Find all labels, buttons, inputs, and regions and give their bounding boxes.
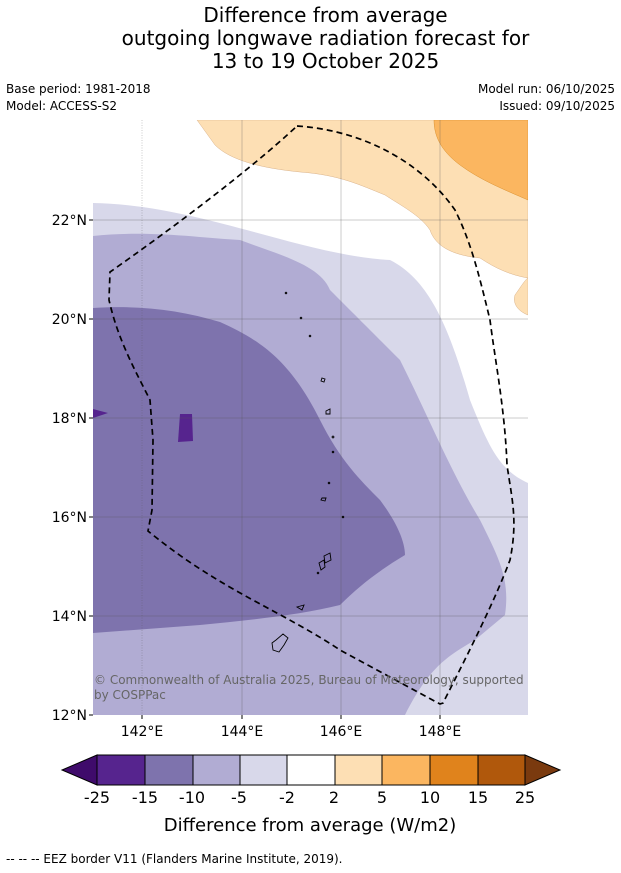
island-guam [271, 633, 289, 653]
lat-label: 14°N [52, 609, 87, 625]
lon-label: 144°E [221, 724, 264, 740]
colorbar-extend-low [60, 754, 98, 786]
colorbar-tick: 15 [468, 788, 488, 807]
title-line-1: Difference from average [203, 3, 448, 27]
colorbar-segment [429, 754, 479, 786]
colorbar-tick: 10 [420, 788, 440, 807]
anomaly-field [93, 120, 528, 715]
island-uracas [320, 377, 326, 383]
island-dot-7 [284, 291, 288, 295]
colorbar-tick: -25 [84, 788, 110, 807]
colorbar-segment [286, 754, 336, 786]
lon-label: 148°E [419, 724, 462, 740]
patch-minus15-b [93, 409, 108, 418]
chart-title: Difference from average outgoing longwav… [0, 4, 621, 73]
meta-right: Model run: 06/10/2025 Issued: 09/10/2025 [478, 81, 615, 115]
copyright-line-2: by COSPPac [94, 688, 166, 702]
colorbar-segment [381, 754, 431, 786]
colorbar-label: Difference from average (W/m2) [164, 815, 456, 836]
eez-border [108, 125, 515, 705]
colorbar-segment [192, 754, 241, 786]
colorbar-tick: 2 [329, 788, 339, 807]
colorbar-tick: -2 [279, 788, 295, 807]
lat-label: 20°N [52, 312, 87, 328]
lat-labels: 22°N 20°N 18°N 16°N 14°N 12°N [52, 213, 87, 724]
colorbar-segment [477, 754, 526, 786]
lat-label: 22°N [52, 213, 87, 229]
patch-minus15-a [178, 414, 193, 442]
copyright-line-1: © Commonwealth of Australia 2025, Bureau… [94, 673, 524, 687]
island-dot-2 [331, 450, 335, 454]
lat-label: 16°N [52, 510, 87, 526]
colorbar-tick: -5 [231, 788, 247, 807]
lon-labels: 142°E 144°E 146°E 148°E [121, 724, 462, 740]
issued-date: Issued: 09/10/2025 [499, 99, 615, 113]
band-plus2-to-plus5 [196, 120, 528, 316]
islands [271, 291, 345, 653]
band-plus5-to-plus10 [433, 120, 528, 201]
island-dot-5 [308, 334, 312, 338]
lon-label: 146°E [320, 724, 363, 740]
colorbar-segment [334, 754, 383, 786]
island-saipan [323, 552, 332, 564]
band-minus10-to-minus15 [93, 307, 405, 633]
island-dot-3 [327, 481, 331, 485]
colorbar-tick: -10 [179, 788, 205, 807]
island-tinian [318, 559, 326, 571]
lat-label: 18°N [52, 411, 87, 427]
title-line-2: outgoing longwave radiation forecast for [121, 26, 530, 50]
colorbar-segment [96, 754, 146, 786]
colorbar-tick: -15 [132, 788, 158, 807]
meta-left: Base period: 1981-2018 Model: ACCESS-S2 [6, 81, 151, 115]
island-agrihan [325, 408, 331, 415]
island-dot-4 [341, 515, 345, 519]
eez-legend: -- -- -- EEZ border V11 (Flanders Marine… [6, 852, 343, 866]
colorbar-extend-high [524, 754, 562, 786]
island-dot-8 [316, 571, 320, 575]
model-run: Model run: 06/10/2025 [477, 82, 615, 96]
gridlines [93, 120, 528, 715]
island-dot-1 [331, 435, 335, 439]
colorbar-segment [144, 754, 194, 786]
model-name: Model: ACCESS-S2 [6, 99, 118, 113]
colorbar [60, 754, 562, 786]
lat-label: 12°N [52, 708, 87, 724]
base-period: Base period: 1981-2018 [6, 82, 151, 96]
island-dot-6 [299, 316, 303, 320]
colorbar-tick: 5 [377, 788, 387, 807]
colorbar-tick: 25 [515, 788, 535, 807]
title-line-3: 13 to 19 October 2025 [211, 49, 440, 73]
colorbar-segment [239, 754, 288, 786]
axis-ticks [89, 219, 441, 719]
lon-label: 142°E [121, 724, 164, 740]
colorbar-ticks: -25 -15 -10 -5 -2 2 5 10 15 25 [84, 788, 535, 807]
island-rota [295, 604, 305, 611]
island-anatahan [320, 497, 327, 502]
